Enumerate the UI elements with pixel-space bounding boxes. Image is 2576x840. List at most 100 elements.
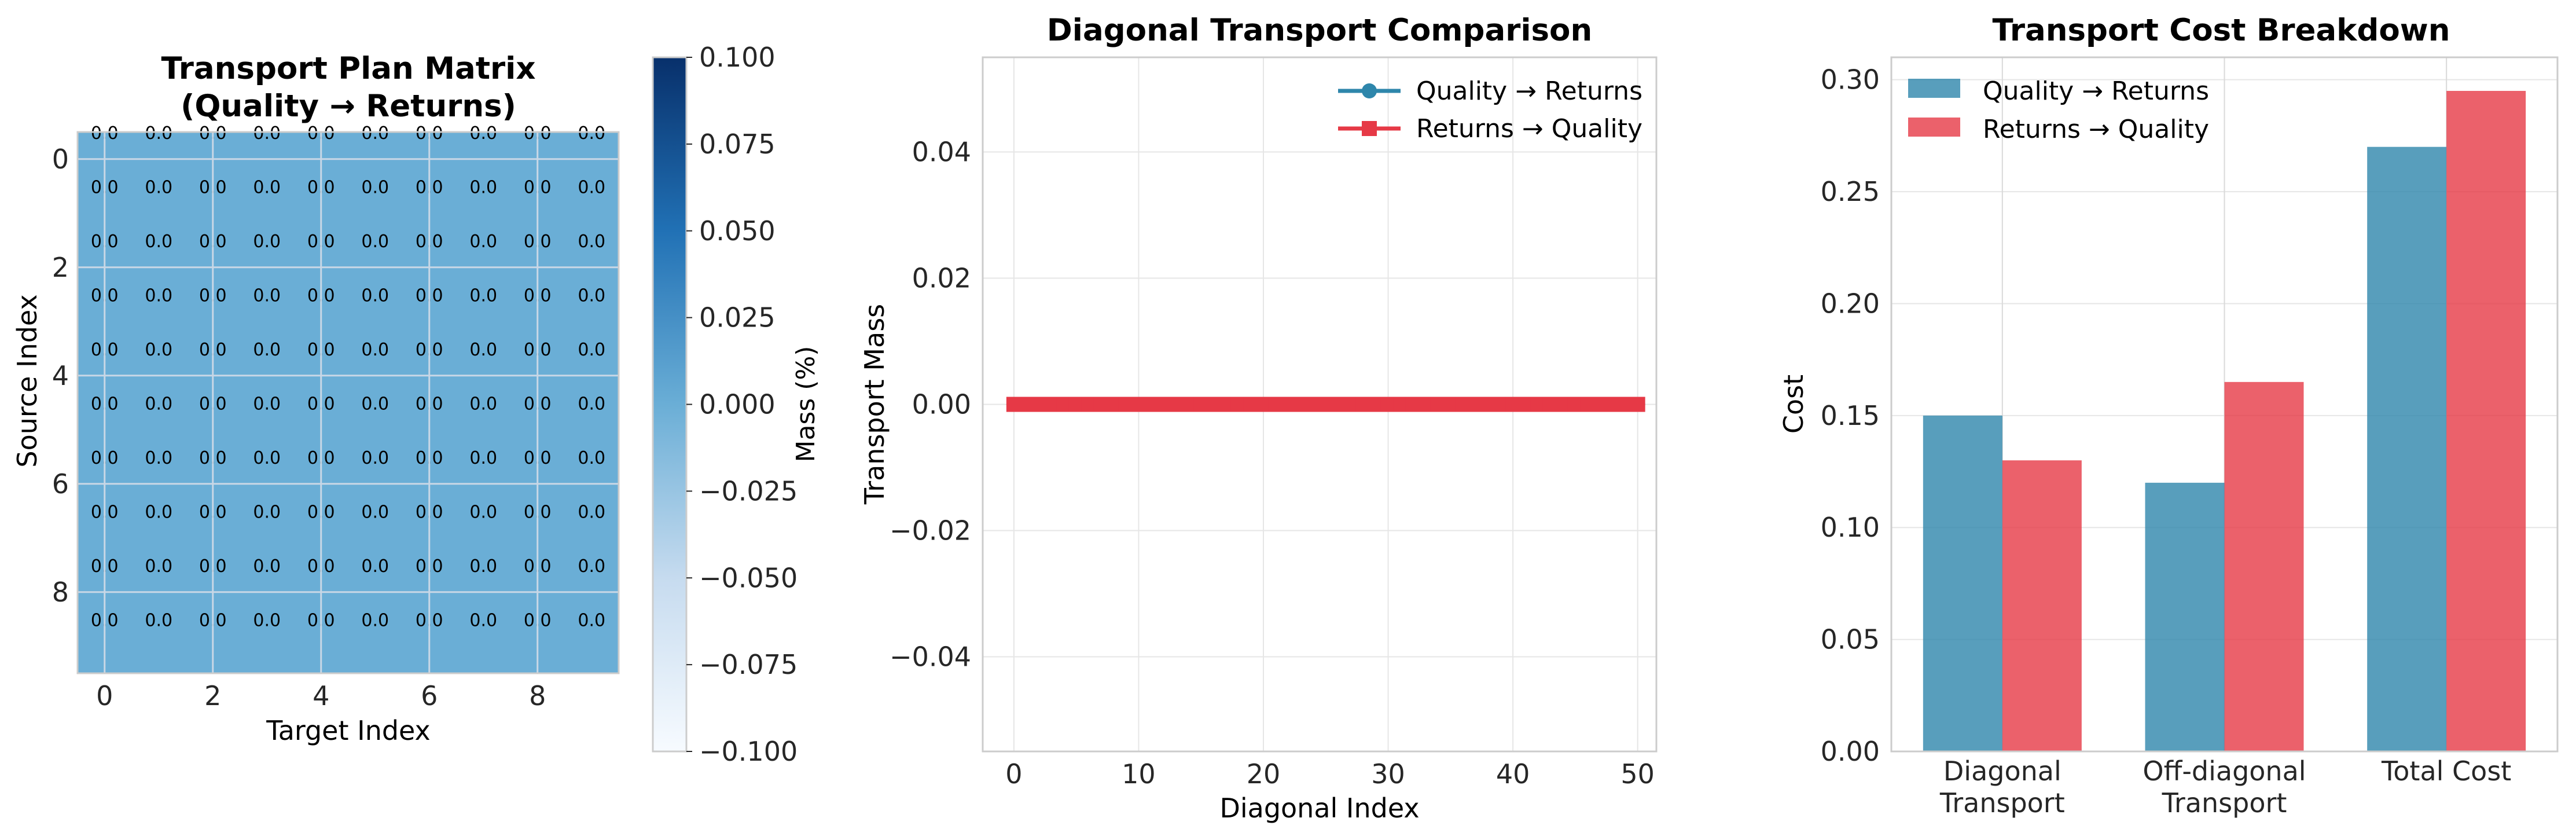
bar-chart-x-tick-label: Transport [2162, 787, 2287, 819]
line-chart-legend: Quality → Returns Returns → Quality [1338, 76, 1642, 144]
colorbar-tick-label: 0.000 [699, 389, 776, 420]
heatmap-cell-label: 0.0 [578, 286, 605, 306]
heatmap-cell [456, 402, 511, 457]
heatmap-title-line2: (Quality → Returns) [181, 89, 516, 124]
line-legend-label-quality-to-returns: Quality → Returns [1416, 76, 1642, 106]
heatmap-x-axis-label: Target Index [266, 715, 431, 746]
bar-chart-x-tick-label: Transport [1939, 787, 2065, 819]
heatmap-cell [131, 402, 186, 457]
heatmap-cell-label: 0.0 [145, 611, 172, 631]
heatmap-cell-label: 0.0 [145, 178, 172, 198]
heatmap-cell-label: 0.0 [578, 611, 605, 631]
heatmap-cell [348, 511, 403, 566]
line-chart-panel: Diagonal Transport Comparison 0 10 20 30 40 5… [859, 13, 1658, 824]
line-chart-series [1006, 397, 1645, 412]
heatmap-cell [240, 186, 295, 241]
line-chart-y-tick-label: −0.04 [890, 641, 971, 673]
bar-chart-y-tick-label: 0.15 [1821, 400, 1880, 431]
bar-series-1-category-0 [2002, 460, 2082, 751]
bar-chart-x-tick-label: Off-diagonal [2143, 755, 2306, 787]
line-chart-y-tick-label: 0.00 [912, 389, 971, 420]
heatmap-cell [240, 294, 295, 349]
bar-chart-y-tick-label: 0.10 [1821, 512, 1880, 543]
heatmap-cell-label: 0.0 [361, 611, 389, 631]
heatmap-cell-label: 0.0 [361, 123, 389, 144]
heatmap-cell-label: 0.0 [469, 123, 497, 144]
heatmap-cell [131, 619, 186, 674]
colorbar-ticks: 0.100 0.075 0.050 0.025 0.000 −0.025 −0.050 −0.… [686, 42, 798, 767]
heatmap-x-tick-label: 6 [421, 680, 438, 711]
heatmap-y-ticks: 0 2 4 6 8 [52, 144, 69, 608]
bar-series-1-category-2 [2446, 91, 2526, 752]
bar-chart-y-tick-label: 0.05 [1821, 624, 1880, 655]
heatmap-cell-label: 0.0 [361, 232, 389, 252]
line-chart-frame [982, 56, 1658, 753]
heatmap-cell-label: 0.0 [253, 178, 281, 198]
heatmap-cell-label: 0.0 [253, 611, 281, 631]
heatmap-cell-label: 0.0 [253, 123, 281, 144]
heatmap-cell-label: 0.0 [361, 448, 389, 468]
heatmap-cell [564, 511, 619, 566]
heatmap-cell-label: 0.0 [145, 502, 172, 523]
heatmap-cell [456, 186, 511, 241]
heatmap-cell-label: 0.0 [145, 448, 172, 468]
heatmap-cell [564, 402, 619, 457]
heatmap-cell-label: 0.0 [361, 286, 389, 306]
heatmap-x-tick-label: 0 [96, 680, 113, 711]
line-chart-y-axis-label: Transport Mass [859, 304, 890, 505]
heatmap-y-tick-label: 4 [52, 360, 69, 391]
heatmap-cell-label: 0.0 [469, 448, 497, 468]
heatmap-cell-label: 0.0 [145, 123, 172, 144]
line-legend-label-returns-to-quality: Returns → Quality [1416, 114, 1642, 144]
heatmap-y-axis-label: Source Index [12, 294, 43, 467]
heatmap-cell-label: 0.0 [253, 556, 281, 577]
heatmap-cell-label: 0.0 [469, 611, 497, 631]
legend-marker-quality-to-returns [1362, 83, 1377, 98]
heatmap-cell-label: 0.0 [253, 448, 281, 468]
heatmap-x-tick-label: 2 [204, 680, 221, 711]
heatmap-cell-label: 0.0 [145, 340, 172, 360]
line-chart-x-tick-label: 30 [1371, 758, 1405, 790]
heatmap-x-ticks: 0 2 4 6 8 [96, 680, 546, 711]
bar-chart-panel: Transport Cost Breakdown DiagonalTranspo… [1778, 13, 2559, 819]
heatmap-cell-label: 0.0 [578, 502, 605, 523]
heatmap-cell-label: 0.0 [469, 502, 497, 523]
bar-chart-y-tick-label: 0.25 [1821, 176, 1880, 207]
bar-chart-bars [1923, 91, 2526, 752]
colorbar-tick-label: 0.100 [699, 42, 776, 73]
line-chart-x-tick-label: 50 [1620, 758, 1655, 790]
heatmap-cell [240, 619, 295, 674]
heatmap-cell-label: 0.0 [578, 232, 605, 252]
bar-legend-label-quality-to-returns: Quality → Returns [1983, 76, 2209, 106]
colorbar-tick-label: −0.025 [699, 475, 798, 507]
heatmap-cell [131, 294, 186, 349]
heatmap-gridlines [78, 132, 619, 673]
line-chart-x-axis-label: Diagonal Index [1219, 793, 1419, 824]
line-chart-x-tick-label: 40 [1496, 758, 1530, 790]
line-chart-y-tick-label: 0.04 [912, 137, 971, 168]
heatmap-cell-label: 0.0 [253, 502, 281, 523]
heatmap-cell-label: 0.0 [578, 448, 605, 468]
line-chart-x-tick-label: 10 [1122, 758, 1156, 790]
heatmap-x-tick-label: 8 [529, 680, 546, 711]
heatmap-cell-label: 0.0 [469, 340, 497, 360]
bar-chart-y-tick-label: 0.20 [1821, 288, 1880, 319]
heatmap-cell-label: 0.0 [469, 178, 497, 198]
heatmap-cell [240, 402, 295, 457]
line-chart-y-tick-label: 0.02 [912, 263, 971, 294]
heatmap-title-line1: Transport Plan Matrix [161, 51, 535, 86]
heatmap-y-tick-label: 0 [52, 144, 69, 175]
heatmap-cell [456, 294, 511, 349]
heatmap-cell [131, 511, 186, 566]
bar-chart-title: Transport Cost Breakdown [1993, 13, 2450, 48]
heatmap-x-tick-label: 4 [313, 680, 329, 711]
heatmap-cell [240, 511, 295, 566]
heatmap-cell-label: 0.0 [145, 286, 172, 306]
legend-swatch-returns-to-quality [1908, 118, 1960, 137]
heatmap-cell [348, 619, 403, 674]
heatmap-cell-label: 0.0 [361, 394, 389, 415]
bar-chart-x-ticks: DiagonalTransportOff-diagonalTransportTo… [1939, 755, 2511, 819]
bar-chart-x-tick-label: Diagonal [1943, 755, 2061, 787]
bar-chart-y-tick-label: 0.00 [1821, 736, 1880, 767]
